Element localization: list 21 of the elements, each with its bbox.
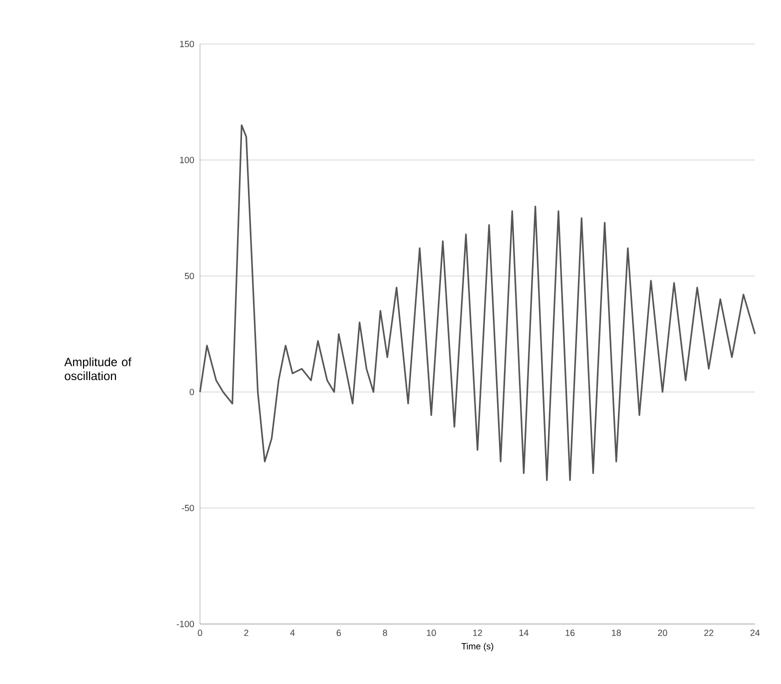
y-tick-label: 100 xyxy=(180,156,194,164)
y-tick-label: -100 xyxy=(176,620,194,628)
x-tick-label: 12 xyxy=(473,630,482,636)
x-axis-title: Time (s) xyxy=(461,642,494,652)
x-tick-label: 0 xyxy=(198,630,202,636)
x-tick-label: 6 xyxy=(336,630,341,636)
x-tick-label: 18 xyxy=(612,630,621,636)
x-tick-label: 22 xyxy=(704,630,714,636)
x-tick-label: 8 xyxy=(382,630,388,636)
x-tick-label: 4 xyxy=(290,630,295,636)
y-tick-label: 0 xyxy=(190,388,194,396)
x-tick-label: 10 xyxy=(426,630,436,636)
y-tick-label: 50 xyxy=(184,272,194,280)
x-tick-label: 20 xyxy=(658,630,668,636)
y-tick-label: -50 xyxy=(182,504,194,512)
y-tick-label: 150 xyxy=(180,40,194,48)
x-tick-label: 2 xyxy=(244,630,248,636)
x-tick-label: 16 xyxy=(566,630,575,636)
x-tick-label: 24 xyxy=(750,630,760,636)
x-tick-label: 14 xyxy=(519,630,528,636)
y-axis-title: Amplitude of oscillation xyxy=(64,357,132,380)
